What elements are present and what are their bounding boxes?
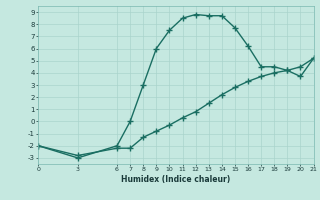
X-axis label: Humidex (Indice chaleur): Humidex (Indice chaleur) xyxy=(121,175,231,184)
